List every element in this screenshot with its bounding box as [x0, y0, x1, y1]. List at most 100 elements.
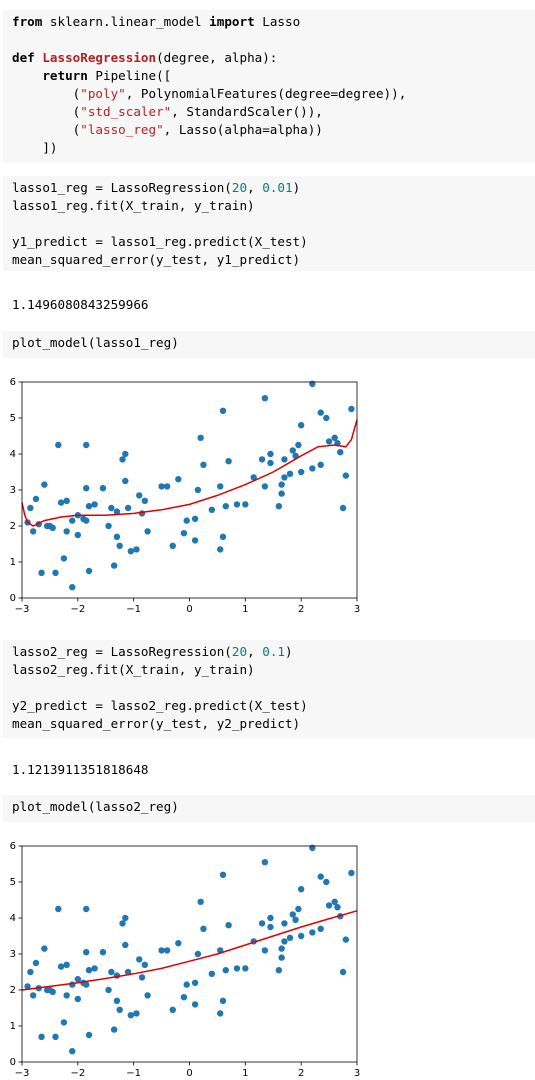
data-point: [63, 992, 70, 999]
data-point: [309, 929, 316, 936]
data-point: [141, 497, 149, 504]
y-tick-label: 0: [10, 593, 16, 604]
data-point: [83, 905, 90, 913]
data-point: [74, 531, 82, 539]
data-point: [286, 934, 294, 941]
data-point: [295, 905, 302, 913]
x-tick-label: 1: [242, 1068, 248, 1079]
data-point: [57, 499, 65, 506]
data-point: [278, 954, 285, 961]
data-point: [323, 414, 330, 422]
data-point: [275, 967, 283, 974]
data-point: [261, 483, 269, 490]
data-point: [49, 524, 56, 531]
data-point: [113, 533, 121, 540]
code-cell[interactable]: from sklearn.linear_model import Lasso de…: [3, 10, 535, 163]
code-token: , PolynomialFeatures(degree=degree)),: [125, 86, 407, 101]
data-point: [183, 981, 190, 988]
data-point: [41, 481, 48, 488]
code-line: mean_squared_error(y_test, y1_predict): [12, 251, 535, 269]
code-line: [12, 31, 535, 49]
data-point: [219, 997, 227, 1004]
data-point: [331, 434, 338, 441]
data-point: [242, 501, 249, 508]
data-point: [99, 949, 107, 956]
code-line: ("lasso_reg", Lasso(alpha=alpha)): [12, 121, 535, 139]
data-point: [74, 995, 82, 1003]
data-point: [289, 447, 296, 454]
data-point: [24, 983, 31, 990]
code-line: from sklearn.linear_model import Lasso: [12, 13, 535, 31]
data-point: [197, 434, 204, 441]
code-cell[interactable]: lasso1_reg = LassoRegression(20, 0.01) la…: [3, 176, 535, 271]
data-point: [222, 967, 229, 974]
data-point: [200, 925, 207, 932]
data-point: [69, 1048, 76, 1055]
data-point: [309, 465, 316, 472]
code-line: mean_squared_error(y_test, y2_predict): [12, 715, 535, 733]
data-point: [49, 988, 56, 995]
data-point: [348, 869, 355, 877]
data-point: [309, 380, 316, 387]
data-point: [136, 492, 143, 499]
data-point: [219, 871, 227, 878]
data-point: [91, 965, 98, 972]
code-cell[interactable]: plot_model(lasso2_reg): [3, 795, 535, 822]
code-token: ): [284, 644, 293, 659]
data-point: [83, 441, 90, 449]
code-token: [12, 68, 42, 83]
code-line: def LassoRegression(degree, alpha):: [12, 49, 535, 67]
data-point: [250, 474, 257, 481]
x-tick-label: 0: [186, 1068, 192, 1079]
data-point: [233, 501, 241, 508]
code-token: "std_scaler": [80, 104, 172, 119]
data-point: [267, 923, 274, 931]
code-token: 0.01: [262, 180, 293, 195]
x-tick-label: 1: [242, 604, 248, 615]
data-point: [60, 1019, 68, 1026]
data-point: [297, 886, 305, 893]
code-token: return: [42, 68, 88, 83]
y-tick-label: 5: [10, 413, 16, 424]
code-token: ,: [247, 644, 263, 659]
code-line: y2_predict = lasso2_reg.predict(X_test): [12, 697, 535, 715]
data-point: [52, 569, 59, 576]
data-point: [339, 504, 347, 512]
data-point: [85, 967, 93, 974]
data-point: [122, 477, 129, 485]
y-tick-label: 1: [10, 1021, 16, 1032]
code-token: (: [12, 122, 81, 137]
data-point: [278, 490, 285, 497]
x-tick-label: −1: [126, 604, 141, 615]
data-point: [38, 569, 45, 576]
code-token: ,: [247, 180, 263, 195]
plot-frame: [21, 845, 358, 1063]
data-point: [317, 461, 324, 468]
data-point: [29, 992, 37, 999]
data-point: [29, 528, 37, 535]
code-token: ): [292, 180, 301, 195]
data-point: [69, 981, 76, 988]
data-point: [55, 441, 62, 449]
data-point: [163, 947, 171, 954]
data-point: [334, 904, 341, 911]
data-point: [242, 965, 249, 972]
data-point: [278, 481, 285, 488]
code-line: [12, 215, 535, 233]
x-tick-label: 2: [298, 604, 304, 615]
data-point: [105, 522, 112, 530]
data-point: [85, 503, 93, 510]
code-line: y1_predict = lasso1_reg.predict(X_test): [12, 233, 535, 251]
code-cell[interactable]: plot_model(lasso1_reg): [3, 331, 535, 358]
data-point: [83, 485, 90, 492]
data-point: [83, 949, 90, 956]
y-tick-label: 3: [10, 949, 16, 960]
data-point: [191, 1001, 199, 1008]
code-cell[interactable]: lasso2_reg = LassoRegression(20, 0.1) las…: [3, 640, 535, 738]
data-point: [113, 997, 121, 1004]
data-point: [27, 504, 34, 512]
data-point: [317, 873, 324, 880]
code-token: (: [12, 104, 81, 119]
data-point: [127, 1012, 135, 1019]
